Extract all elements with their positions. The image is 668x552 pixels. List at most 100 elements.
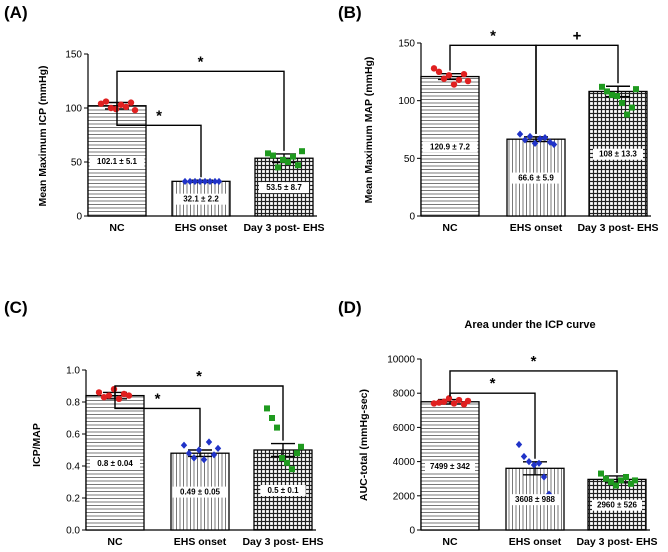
- data-point-square: [285, 159, 291, 165]
- data-point-circle: [435, 399, 443, 406]
- data-point-circle: [100, 394, 108, 401]
- category-label: EHS onset: [510, 222, 563, 234]
- value-label-bg: [422, 141, 478, 153]
- data-point-diamond: [206, 177, 214, 186]
- data-point-diamond: [200, 456, 208, 464]
- value-label-bg: [593, 148, 643, 160]
- panel-b: (B) Mean Maximum MAP (mmHg) 0 50 100 150 120…: [338, 3, 659, 234]
- value-label: 0.8 ± 0.04: [97, 459, 133, 468]
- value-label-bg: [172, 486, 228, 498]
- data-point-diamond: [520, 452, 528, 461]
- panel-d-plot: 0 2000 4000 6000 8000 10000 7499 ± 342 NC 3608 ±…: [387, 353, 657, 548]
- data-point-circle: [440, 75, 448, 82]
- data-point-square: [274, 424, 280, 431]
- data-point-square: [295, 162, 301, 169]
- data-point-square: [629, 104, 635, 111]
- category-label: EHS onset: [509, 536, 562, 548]
- data-point-circle: [112, 105, 120, 113]
- significance-bracket: [116, 70, 285, 151]
- data-point-circle: [95, 389, 103, 396]
- category-label: Day 3 post- EHS: [242, 536, 323, 548]
- value-label: 0.5 ± 0.1: [267, 486, 299, 495]
- data-point-square: [289, 466, 295, 473]
- data-point-square: [603, 475, 609, 482]
- significance-marker: *: [156, 107, 162, 124]
- significance-bracket: [114, 389, 201, 447]
- data-point-circle: [430, 65, 438, 72]
- value-label-bg: [89, 155, 145, 167]
- value-label: 102.1 ± 5.1: [97, 157, 138, 166]
- y-tick-label: 0.4: [66, 462, 80, 473]
- data-point-square: [628, 480, 634, 487]
- category-label: NC: [442, 536, 458, 548]
- significance-marker: *: [490, 375, 496, 392]
- y-tick-label: 150: [65, 50, 82, 61]
- y-tick-label: 0: [409, 526, 415, 537]
- data-point-square: [298, 443, 304, 450]
- panel-d-ylabel: AUC-total (mmHg-sec): [358, 389, 370, 501]
- data-point-diamond: [211, 177, 219, 186]
- value-label: 120.9 ± 7.2: [430, 142, 471, 151]
- data-point-diamond: [190, 454, 198, 462]
- y-tick-label: 100: [65, 104, 82, 115]
- data-point-circle: [455, 396, 463, 404]
- data-point-square: [270, 152, 276, 159]
- panel-d-title: Area under the ICP curve: [464, 319, 595, 331]
- data-point-square: [299, 148, 305, 155]
- value-label-bg: [259, 182, 309, 194]
- panel-c-ylabel: ICP/MAP: [31, 423, 43, 467]
- significance-marker: *: [490, 27, 496, 44]
- data-point-diamond: [180, 441, 188, 449]
- data-point-circle: [445, 72, 453, 79]
- data-point-diamond: [530, 461, 538, 469]
- value-label-bg: [510, 494, 560, 506]
- data-point-square: [598, 470, 604, 477]
- data-point-square: [633, 86, 639, 93]
- category-label: Day 3 post- EHS: [243, 222, 324, 234]
- data-point-square: [275, 164, 281, 171]
- data-point-circle: [455, 76, 463, 84]
- data-point-square: [284, 459, 290, 466]
- panel-a-plot: 0 50 100 150 102.1 ± 5.1 NC 32.1 ± 2.2 EHS onse…: [65, 50, 324, 235]
- panel-a-ylabel: Mean Maximum ICP (mmHg): [37, 66, 49, 207]
- value-label: 53.5 ± 8.7: [266, 183, 302, 192]
- value-label: 0.49 ± 0.05: [180, 488, 221, 497]
- data-point-circle: [450, 81, 458, 88]
- y-tick-label: 150: [398, 39, 415, 50]
- data-point-square: [269, 415, 275, 421]
- category-label: NC: [442, 222, 458, 234]
- data-point-square: [624, 111, 630, 118]
- data-point-diamond: [195, 446, 203, 454]
- y-tick-label: 50: [404, 154, 416, 165]
- data-point-circle: [122, 103, 130, 111]
- significance-marker: *: [531, 353, 537, 370]
- value-label-bg: [176, 193, 226, 205]
- data-point-diamond: [186, 177, 194, 186]
- category-label: Day 3 post- EHS: [577, 222, 658, 234]
- data-point-square: [632, 477, 638, 484]
- significance-marker: *: [196, 368, 202, 385]
- y-tick-label: 4000: [393, 457, 416, 468]
- significance-marker: *: [198, 53, 204, 70]
- value-label: 32.1 ± 2.2: [183, 195, 219, 204]
- data-point-diamond: [201, 177, 209, 186]
- data-point-circle: [127, 99, 135, 106]
- data-point-diamond: [205, 438, 213, 446]
- significance-bracket: [449, 370, 618, 473]
- data-point-square: [619, 99, 625, 106]
- data-point-circle: [445, 395, 453, 402]
- data-point-circle: [464, 397, 472, 405]
- data-point-circle: [115, 395, 123, 402]
- data-point-diamond: [531, 139, 539, 147]
- category-label: EHS onset: [174, 536, 227, 548]
- y-tick-label: 1.0: [66, 366, 80, 377]
- category-label: EHS onset: [175, 222, 228, 234]
- y-tick-label: 50: [71, 158, 83, 169]
- y-tick-label: 0.2: [66, 494, 80, 505]
- data-point-diamond: [516, 130, 524, 138]
- data-point-diamond: [536, 135, 544, 143]
- panel-d: (D) Area under the ICP curve AUC-total (…: [338, 298, 658, 548]
- data-point-circle: [450, 400, 458, 407]
- value-label-bg: [90, 457, 140, 469]
